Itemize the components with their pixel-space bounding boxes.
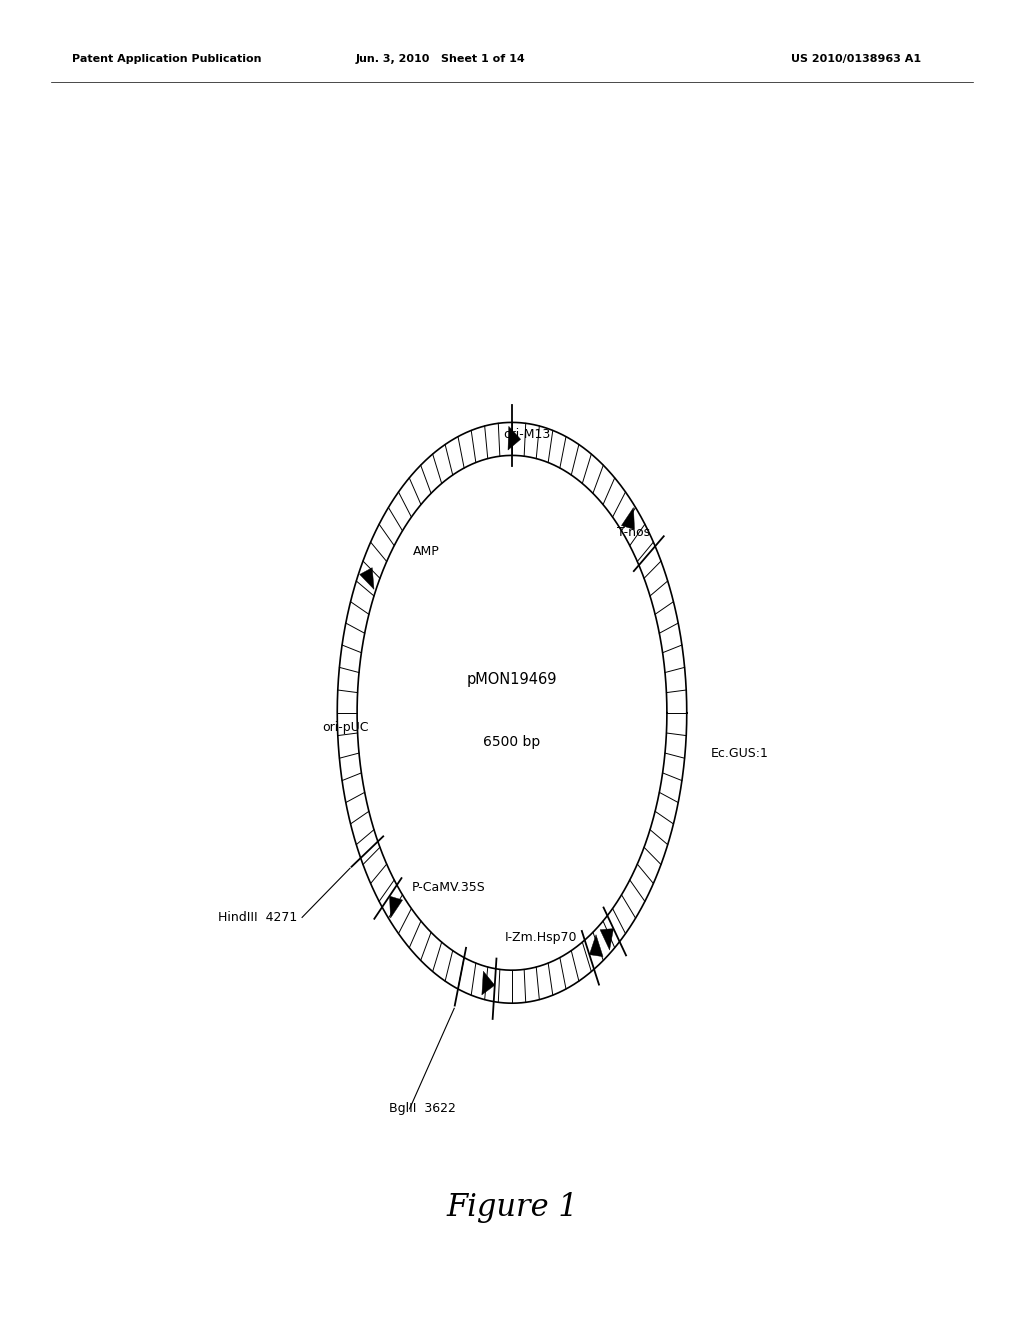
Text: Patent Application Publication: Patent Application Publication <box>72 54 261 65</box>
Polygon shape <box>508 426 520 450</box>
Text: Figure 1: Figure 1 <box>446 1192 578 1224</box>
Polygon shape <box>389 896 402 919</box>
Text: I-Zm.Hsp70: I-Zm.Hsp70 <box>505 931 578 944</box>
Polygon shape <box>622 507 635 529</box>
Text: T-nos: T-nos <box>616 527 650 540</box>
Polygon shape <box>482 972 495 995</box>
Text: ori-M13: ori-M13 <box>504 428 551 441</box>
Text: BglII  3622: BglII 3622 <box>389 1102 456 1115</box>
Text: AMP: AMP <box>413 545 439 558</box>
Polygon shape <box>600 929 613 950</box>
Polygon shape <box>590 935 603 957</box>
Text: Jun. 3, 2010   Sheet 1 of 14: Jun. 3, 2010 Sheet 1 of 14 <box>355 54 525 65</box>
Polygon shape <box>359 568 374 589</box>
Text: P-CaMV.35S: P-CaMV.35S <box>413 880 486 894</box>
Text: ori-pUC: ori-pUC <box>323 721 369 734</box>
Text: HindIII  4271: HindIII 4271 <box>218 911 297 924</box>
Text: 6500 bp: 6500 bp <box>483 735 541 748</box>
Text: Ec.GUS:1: Ec.GUS:1 <box>711 747 768 760</box>
Text: pMON19469: pMON19469 <box>467 672 557 688</box>
Text: US 2010/0138963 A1: US 2010/0138963 A1 <box>792 54 922 65</box>
